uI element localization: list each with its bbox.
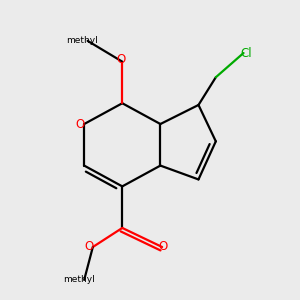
Text: Cl: Cl xyxy=(241,46,252,59)
Text: O: O xyxy=(75,118,85,130)
Text: O: O xyxy=(116,53,125,66)
Text: O: O xyxy=(158,241,167,254)
Text: methyl: methyl xyxy=(67,36,98,45)
Text: methyl: methyl xyxy=(63,275,95,284)
Text: O: O xyxy=(85,241,94,254)
